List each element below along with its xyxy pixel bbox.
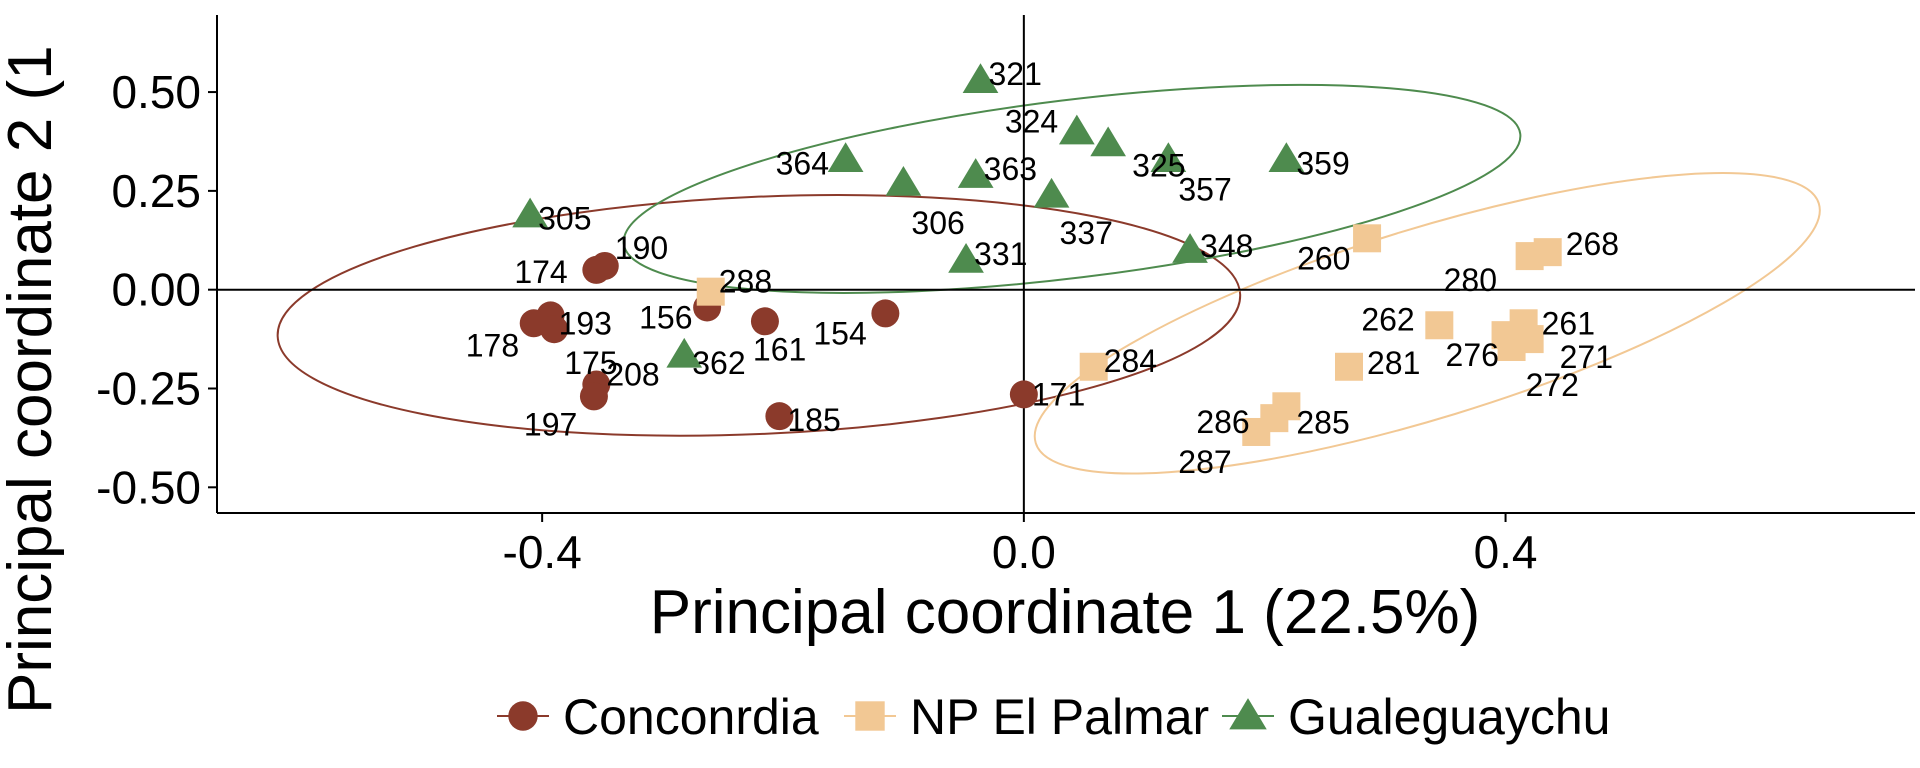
point-label-156: 156 — [639, 299, 692, 335]
legend-label: Gualeguaychu — [1288, 689, 1610, 745]
legend-item-np-el-palmar: NP El Palmar — [844, 689, 1209, 745]
point-174 — [582, 255, 611, 284]
point-262 — [1425, 311, 1454, 340]
ellipse-np-el-palmar — [1033, 172, 1821, 475]
reference-lines — [217, 15, 1915, 513]
point-272 — [1497, 333, 1526, 361]
point-label-262: 262 — [1361, 301, 1414, 337]
point-label-305: 305 — [538, 201, 591, 237]
point-label-321: 321 — [988, 56, 1041, 92]
point-label-272: 272 — [1526, 367, 1579, 403]
point-label-174: 174 — [514, 254, 567, 290]
point-197 — [579, 382, 608, 411]
x-tick-label: 0.0 — [992, 526, 1056, 578]
point-label-261: 261 — [1542, 305, 1595, 341]
point-label-348: 348 — [1200, 228, 1253, 264]
ellipse-conconrdia — [276, 194, 1242, 437]
axes: -0.4 0.0 0.4 0.50 0.25 0.00 -0.25 -0.50 — [96, 15, 1915, 578]
point-label-175: 175 — [564, 345, 617, 381]
data-points — [512, 63, 1562, 446]
point-label-362: 362 — [692, 345, 745, 381]
point-357 — [1150, 142, 1187, 173]
point-284 — [1079, 352, 1108, 381]
point-324 — [1058, 114, 1095, 145]
y-tick-label: 0.00 — [111, 264, 201, 316]
point-label-197: 197 — [524, 406, 577, 442]
ellipse-gualeguaychu — [622, 83, 1522, 294]
legend-item-gualeguaychu: Gualeguaychu — [1222, 689, 1610, 745]
legend-label: Conconrdia — [563, 689, 819, 745]
point-label-287: 287 — [1178, 444, 1231, 480]
point-268 — [1533, 238, 1562, 267]
point-labels: 190 174 193 178 175 156 161 154 208 197 185 171 288 2… — [466, 56, 1619, 480]
point-label-268: 268 — [1566, 226, 1619, 262]
y-tick-label: -0.50 — [96, 461, 201, 513]
point-label-208: 208 — [606, 357, 659, 393]
point-label-357: 357 — [1178, 171, 1231, 207]
point-362 — [666, 337, 703, 368]
point-label-288: 288 — [719, 264, 772, 300]
point-185 — [765, 402, 794, 431]
confidence-ellipses — [276, 83, 1821, 475]
point-label-260: 260 — [1297, 240, 1350, 276]
point-348 — [1172, 233, 1208, 263]
x-tick-label: 0.4 — [1474, 526, 1538, 578]
point-label-193: 193 — [559, 305, 612, 341]
legend-item-conconrdia: Conconrdia — [497, 689, 819, 745]
point-label-325: 325 — [1132, 147, 1185, 183]
point-287 — [1242, 417, 1271, 446]
point-281 — [1335, 352, 1363, 381]
point-label-190: 190 — [615, 230, 668, 266]
point-305 — [512, 197, 548, 228]
point-label-363: 363 — [984, 151, 1037, 187]
point-label-331: 331 — [974, 236, 1027, 272]
point-label-178: 178 — [466, 327, 519, 363]
point-label-359: 359 — [1296, 145, 1349, 181]
point-label-276: 276 — [1446, 337, 1499, 373]
legend-label: NP El Palmar — [910, 689, 1209, 745]
point-359 — [1268, 142, 1305, 173]
point-171 — [1009, 380, 1038, 409]
point-label-161: 161 — [753, 331, 806, 367]
point-label-281: 281 — [1367, 345, 1420, 381]
point-161 — [750, 307, 779, 336]
point-label-185: 185 — [787, 402, 840, 438]
y-tick-label: 0.50 — [111, 66, 201, 118]
y-axis-title: Principal coordinate 2 (1 — [0, 45, 65, 714]
point-260 — [1353, 224, 1382, 253]
point-label-306: 306 — [911, 205, 964, 241]
y-tick-label: -0.25 — [96, 363, 201, 415]
point-363 — [957, 158, 994, 188]
point-321 — [962, 63, 999, 93]
legend: Conconrdia NP El Palmar Gualeguaychu — [497, 689, 1610, 745]
x-axis-title: Principal coordinate 1 (22.5%) — [650, 578, 1481, 647]
point-label-364: 364 — [776, 145, 829, 181]
point-label-324: 324 — [1005, 104, 1058, 140]
point-label-171: 171 — [1032, 376, 1085, 412]
point-364 — [827, 142, 864, 173]
point-label-271: 271 — [1560, 339, 1613, 375]
point-label-284: 284 — [1104, 343, 1157, 379]
point-288 — [696, 277, 725, 306]
point-337 — [1033, 177, 1070, 208]
point-label-154: 154 — [813, 315, 866, 351]
point-label-285: 285 — [1296, 404, 1349, 440]
point-label-280: 280 — [1444, 262, 1497, 298]
legend-key-circle — [508, 701, 538, 731]
x-tick-label: -0.4 — [503, 526, 582, 578]
legend-key-square — [855, 701, 885, 731]
point-label-337: 337 — [1060, 215, 1113, 251]
legend-key-triangle — [1229, 698, 1267, 730]
y-tick-label: 0.25 — [111, 165, 201, 217]
point-306 — [885, 165, 922, 196]
point-331 — [948, 243, 984, 273]
point-154 — [871, 299, 900, 328]
point-175 — [540, 315, 569, 344]
point-label-286: 286 — [1196, 404, 1249, 440]
point-325 — [1090, 126, 1126, 157]
